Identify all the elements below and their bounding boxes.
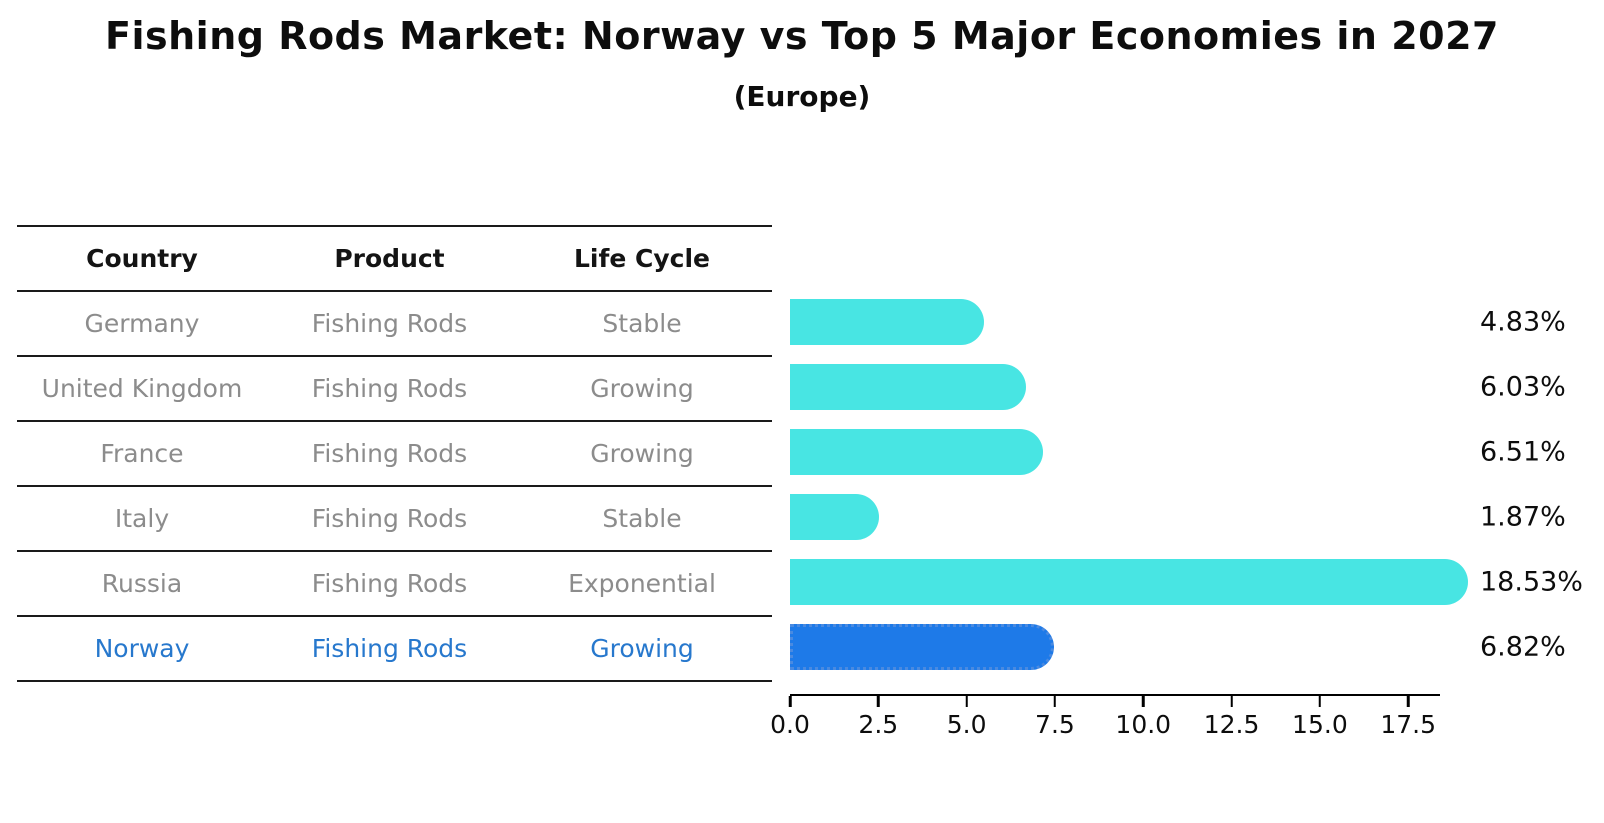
country-cell: Norway <box>94 634 190 663</box>
bar-france <box>790 429 1043 475</box>
life-cycle-cell: Exponential <box>568 569 716 598</box>
table-row-united-kingdom: United Kingdom Fishing Rods Growing <box>17 357 772 422</box>
x-axis-tick-label: 17.5 <box>1380 710 1437 739</box>
life-cycle-cell: Growing <box>590 439 694 468</box>
bar-chart <box>790 280 1468 700</box>
bar-norway <box>790 624 1054 670</box>
x-axis-tick <box>1406 696 1410 707</box>
x-axis-tick <box>1230 696 1233 707</box>
table-row-italy: Italy Fishing Rods Stable <box>17 487 772 552</box>
bar-italy <box>790 494 879 540</box>
x-axis-tick-label: 0.0 <box>770 710 810 739</box>
life-cycle-cell: Stable <box>602 504 682 533</box>
x-axis-tick-label: 15.0 <box>1292 710 1348 739</box>
country-cell: Russia <box>101 569 183 598</box>
product-cell: Fishing Rods <box>311 439 468 468</box>
column-header-country: Country <box>86 244 198 273</box>
bar-united-kingdom <box>790 364 1026 410</box>
bar-germany <box>790 299 984 345</box>
table-row-russia: Russia Fishing Rods Exponential <box>17 552 772 617</box>
x-axis-tick-label: 10.0 <box>1115 710 1172 739</box>
country-cell: Italy <box>114 504 170 533</box>
chart-subtitle: (Europe) <box>733 80 871 113</box>
country-cell: United Kingdom <box>41 374 243 403</box>
x-axis-tick-label: 7.5 <box>1035 710 1075 739</box>
value-label-russia: 18.53% <box>1480 566 1583 598</box>
chart-title: Fishing Rods Market: Norway vs Top 5 Maj… <box>105 14 1499 58</box>
country-cell: Germany <box>84 309 200 338</box>
table-row-france: France Fishing Rods Growing <box>17 422 772 487</box>
bar-russia <box>790 559 1468 605</box>
table-row-norway: Norway Fishing Rods Growing <box>17 617 772 682</box>
x-axis: 0.0 2.5 5.0 7.5 10.0 12.5 15.0 17.5 <box>770 694 1440 739</box>
country-cell: France <box>100 439 184 468</box>
product-cell: Fishing Rods <box>311 569 468 598</box>
x-axis-tick <box>788 696 792 707</box>
table-row-germany: Germany Fishing Rods Stable <box>17 292 772 357</box>
column-header-life-cycle: Life Cycle <box>573 244 711 273</box>
product-cell: Fishing Rods <box>311 504 468 533</box>
life-cycle-cell: Growing <box>590 634 694 663</box>
x-axis-tick-label: 5.0 <box>946 710 987 739</box>
x-axis-tick-label: 12.5 <box>1203 710 1260 739</box>
x-axis-tick <box>1318 696 1322 707</box>
column-header-product: Product <box>334 244 445 273</box>
life-cycle-cell: Stable <box>602 309 682 338</box>
life-cycle-cell: Growing <box>590 374 694 403</box>
x-axis-tick <box>1142 696 1145 707</box>
value-label-norway: 6.82% <box>1480 631 1566 663</box>
value-label-italy: 1.87% <box>1480 501 1566 533</box>
comparison-table: Country Product Life Cycle Germany Fishi… <box>17 225 772 682</box>
x-axis-tick <box>965 696 968 707</box>
x-axis-tick-label: 2.5 <box>858 710 899 739</box>
value-label-france: 6.51% <box>1480 436 1566 468</box>
product-cell: Fishing Rods <box>311 634 468 663</box>
product-cell: Fishing Rods <box>311 374 468 403</box>
value-label-united-kingdom: 6.03% <box>1480 371 1566 403</box>
product-cell: Fishing Rods <box>311 309 468 338</box>
table-header-row: Country Product Life Cycle <box>17 227 772 292</box>
value-label-germany: 4.83% <box>1480 306 1566 338</box>
x-axis-tick <box>1053 696 1057 707</box>
x-axis-tick <box>877 696 880 707</box>
